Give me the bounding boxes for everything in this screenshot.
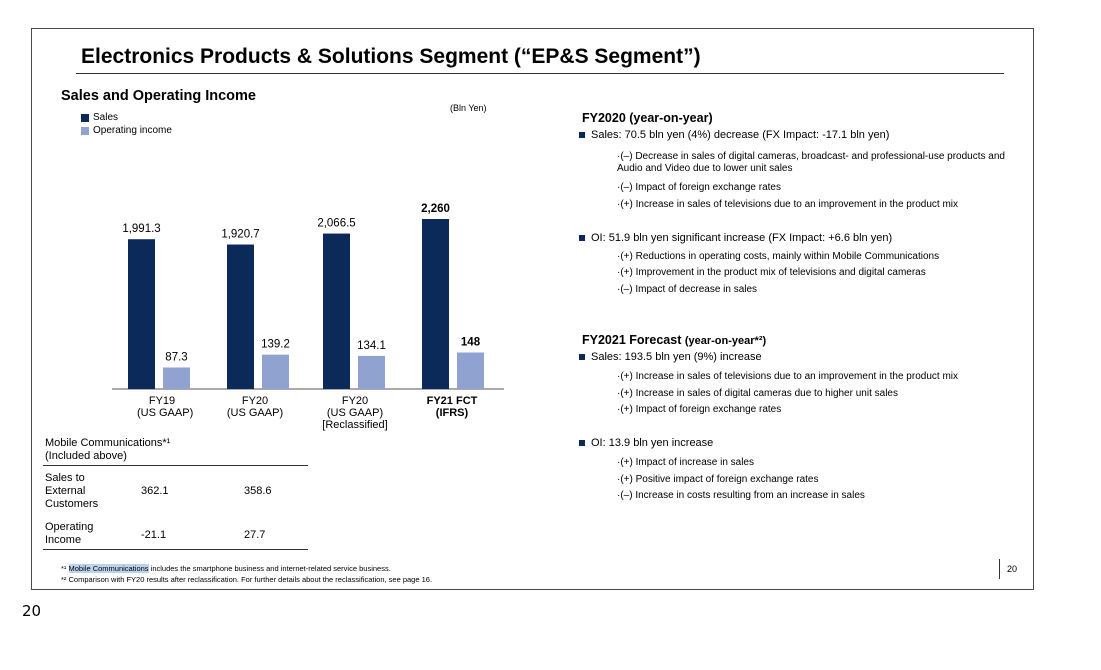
bullet-sub-item: ·(+) Positive impact of foreign exchange… <box>617 474 819 485</box>
legend-sales-swatch <box>81 113 89 122</box>
bar-operating-income <box>457 352 484 389</box>
bar-chart: 1,991.3 1,920.7 2,066.5 2,260 87.3 139.2 134.1… <box>112 203 504 390</box>
fy2021-heading: FY2021 Forecast (year-on-year*²) <box>582 333 767 347</box>
bullet-sub-item: ·(+) Reductions in operating costs, main… <box>617 251 940 262</box>
footnote-2: *² Comparison with FY20 results after re… <box>61 575 433 584</box>
table-cell: 358.6 <box>244 485 272 497</box>
bar-sales <box>323 233 350 389</box>
fy2020-sales-bullet: Sales: 70.5 bln yen (4%) decrease (FX Im… <box>579 129 889 141</box>
category-label: FY21 FCT (IFRS) <box>426 395 478 419</box>
table-row-label: Operating Income <box>45 521 94 546</box>
bullet-sub-item: ·(–) Increase in costs resulting from an… <box>617 490 865 501</box>
bar-sales <box>227 244 254 389</box>
footnote-link[interactable]: Mobile Communications <box>68 564 149 573</box>
bar-operating-income <box>358 355 385 389</box>
slide: Electronics Products & Solutions Segment… <box>31 28 1034 590</box>
bullet-sub-item: ·(+) Increase in sales of televisions du… <box>617 199 958 210</box>
legend-sales: Sales <box>81 112 118 123</box>
chart-title: Sales and Operating Income <box>61 88 256 104</box>
page-number-rule <box>999 559 1000 579</box>
table-rule-top <box>43 465 308 466</box>
fy2020-oi-bullet: OI: 51.9 bln yen significant increase (F… <box>579 232 892 244</box>
bullet-sub-item: ·(–) Impact of foreign exchange rates <box>617 182 781 193</box>
data-label: 134.1 <box>357 340 386 352</box>
bar-sales <box>422 219 449 389</box>
table-rule-bottom <box>43 549 308 550</box>
data-label: 1,991.3 <box>122 223 160 235</box>
legend-oi: Operating income <box>81 125 172 136</box>
data-label: 139.2 <box>261 339 290 351</box>
bar-sales <box>128 239 155 389</box>
table-cell: -21.1 <box>141 529 167 541</box>
bullet-sub-item: ·(+) Impact of increase in sales <box>617 457 754 468</box>
bullet-sub-item: ·(–) Decrease in sales of digital camera… <box>617 151 1005 174</box>
bullet-square-icon <box>579 132 585 139</box>
bar-operating-income <box>262 354 289 389</box>
table-cell: 27.7 <box>244 529 266 541</box>
bullet-sub-item: ·(+) Increase in sales of digital camera… <box>617 388 898 399</box>
data-label: 2,260 <box>421 203 450 215</box>
bullet-sub-item: ·(+) Impact of foreign exchange rates <box>617 404 782 415</box>
bar-operating-income <box>163 367 190 389</box>
bullet-square-icon <box>579 354 585 361</box>
table-row-label: Sales to External Customers <box>45 472 99 510</box>
data-label: 2,066.5 <box>317 218 355 230</box>
fy2021-sales-bullet: Sales: 193.5 bln yen (9%) increase <box>579 351 762 363</box>
slide-title: Electronics Products & Solutions Segment… <box>81 45 701 68</box>
bullet-square-icon <box>579 440 585 447</box>
slide-page-number: 20 <box>1007 564 1018 574</box>
title-rule <box>76 73 1004 74</box>
bullet-sub-item: ·(–) Impact of decrease in sales <box>617 284 758 295</box>
data-label: 148 <box>461 337 481 349</box>
data-label: 87.3 <box>165 351 187 363</box>
footnote-1: *¹ Mobile Communications includes the sm… <box>61 564 391 573</box>
chart-units: (Bln Yen) <box>450 103 487 113</box>
document-page-number: 20 <box>22 602 42 620</box>
bullet-sub-item: ·(+) Increase in sales of televisions du… <box>617 371 958 382</box>
category-label: FY19 (US GAAP) <box>137 395 194 419</box>
category-label: FY20 (US GAAP) <box>226 395 284 419</box>
legend-oi-swatch <box>81 126 89 135</box>
table-subheader: (Included above) <box>45 450 127 462</box>
table-header: Mobile Communications*¹ <box>45 437 171 449</box>
legend-oi-label: Operating income <box>93 125 172 136</box>
fy2021-oi-bullet: OI: 13.9 bln yen increase <box>579 437 713 449</box>
bullet-sub-item: ·(+) Improvement in the product mix of t… <box>617 267 926 278</box>
fy2020-heading: FY2020 (year-on-year) <box>582 111 713 125</box>
table-cell: 362.1 <box>141 485 169 497</box>
legend-sales-label: Sales <box>93 112 119 123</box>
data-label: 1,920.7 <box>221 229 259 241</box>
bullet-square-icon <box>579 235 585 242</box>
category-label: FY20 (US GAAP) [Reclassified] <box>322 395 388 431</box>
